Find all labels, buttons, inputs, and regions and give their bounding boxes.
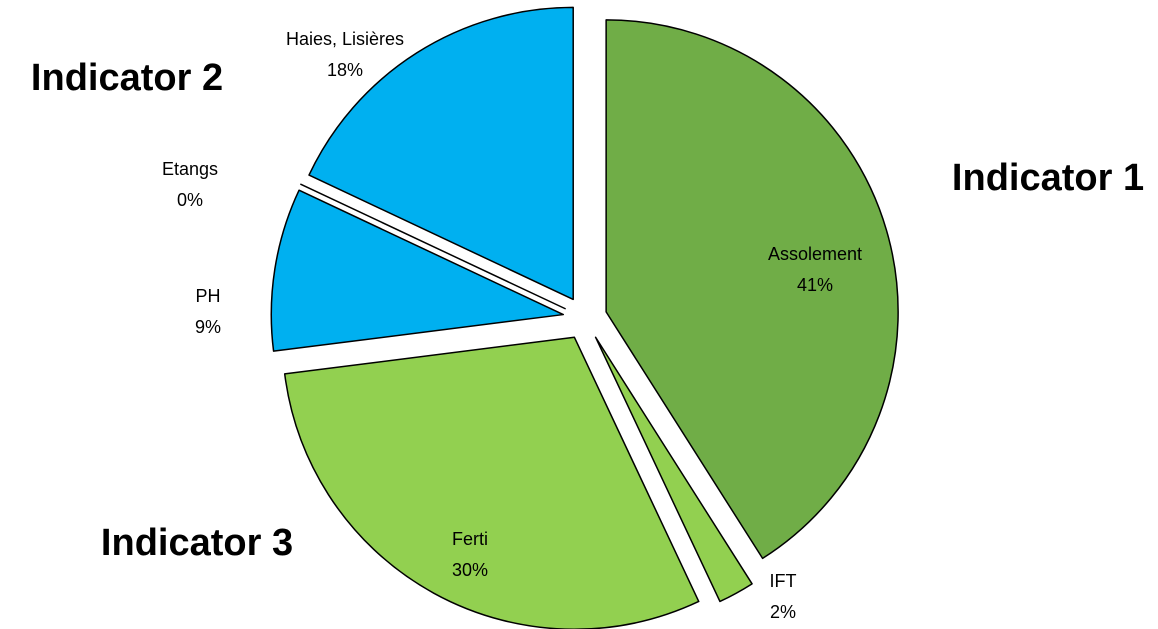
pie-slice <box>270 189 565 352</box>
slice-category-label: Etangs <box>162 159 218 179</box>
pie-slice <box>283 336 700 629</box>
annotation: Indicator 3 <box>101 522 293 564</box>
slice-value-label: 41% <box>797 275 833 295</box>
pie-slice <box>300 183 566 310</box>
pie-slice <box>308 6 574 301</box>
slice-category-label: Haies, Lisières <box>286 29 404 49</box>
pie-slice <box>605 19 899 560</box>
slice-category-label: PH <box>195 286 220 306</box>
annotation: Indicator 1 <box>952 157 1144 199</box>
slice-value-label: 9% <box>195 317 221 337</box>
slice-category-label: IFT <box>770 571 797 591</box>
slice-category-label: Ferti <box>452 529 488 549</box>
annotation: Indicator 2 <box>31 57 223 99</box>
slice-category-label: Assolement <box>768 244 862 264</box>
slice-value-label: 30% <box>452 560 488 580</box>
pie-slice <box>594 336 753 603</box>
slice-value-label: 18% <box>327 60 363 80</box>
slice-value-label: 2% <box>770 602 796 622</box>
slice-value-label: 0% <box>177 190 203 210</box>
